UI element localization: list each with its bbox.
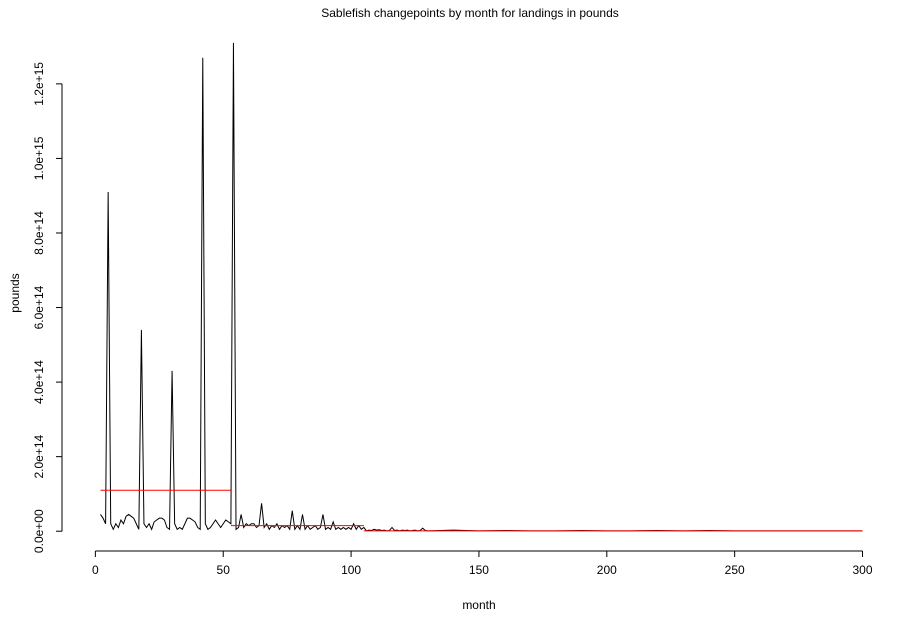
chart-title: Sablefish changepoints by month for land… bbox=[321, 6, 619, 20]
x-tick-label: 200 bbox=[597, 563, 617, 577]
data-line bbox=[100, 42, 863, 532]
y-tick-label: 6.0e+14 bbox=[32, 285, 46, 329]
x-tick-label: 0 bbox=[92, 563, 99, 577]
x-axis-label: month bbox=[462, 598, 495, 612]
y-tick-label: 4.0e+14 bbox=[32, 360, 46, 404]
y-tick-label: 0.0e+00 bbox=[32, 509, 46, 553]
x-tick-label: 150 bbox=[469, 563, 489, 577]
y-axis-label: pounds bbox=[8, 273, 22, 312]
x-tick-label: 300 bbox=[853, 563, 873, 577]
y-tick-label: 8.0e+14 bbox=[32, 211, 46, 255]
y-tick-label: 2.0e+14 bbox=[32, 434, 46, 478]
y-tick-label: 1.0e+15 bbox=[32, 136, 46, 180]
x-tick-label: 50 bbox=[217, 563, 231, 577]
x-tick-label: 100 bbox=[341, 563, 361, 577]
x-tick-label: 250 bbox=[725, 563, 745, 577]
y-tick-label: 1.2e+15 bbox=[32, 62, 46, 106]
